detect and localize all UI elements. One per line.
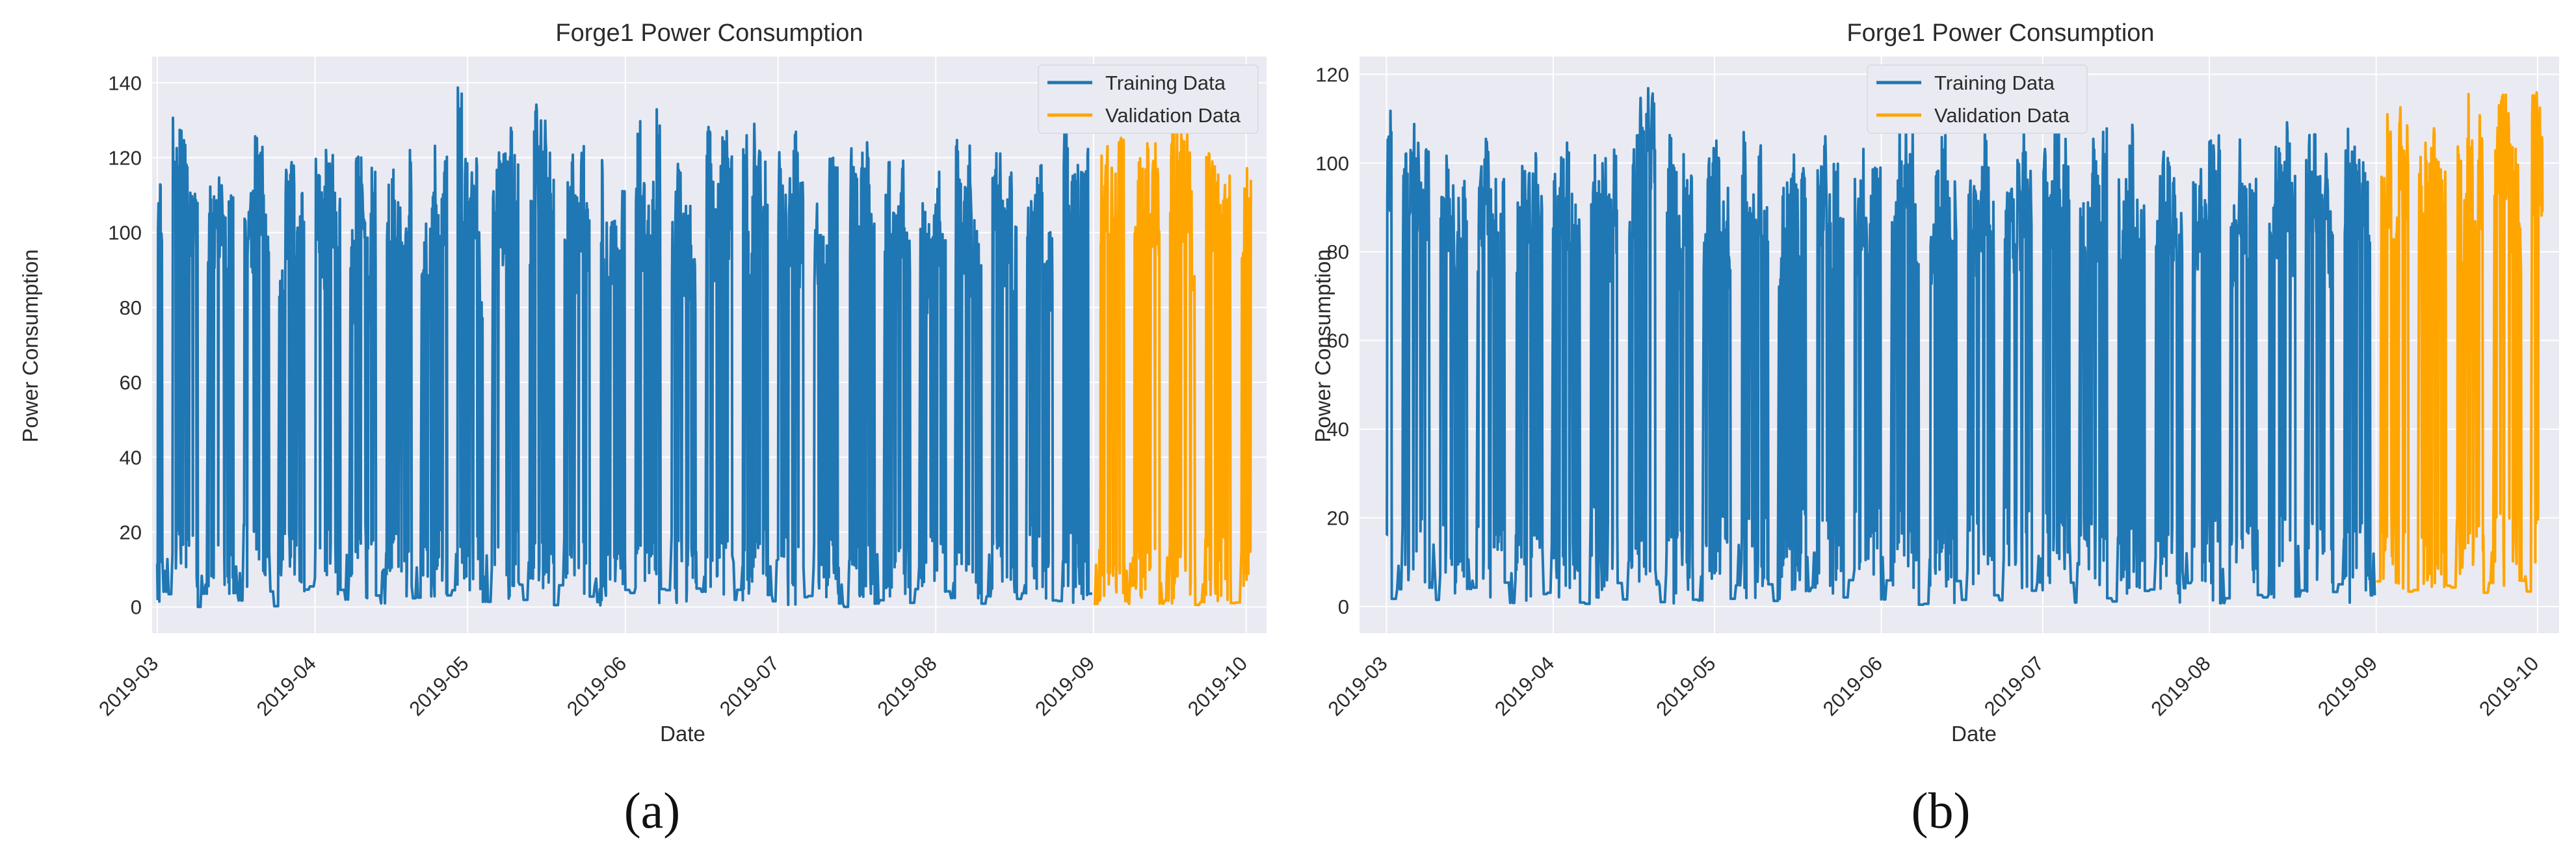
y-tick-label: 20 [1327, 507, 1349, 530]
panel-b-caption: (b) [1912, 782, 1971, 839]
panel-b-validation-series [2376, 91, 2544, 594]
x-tick-label: 2019-07 [1980, 652, 2048, 720]
panel-b-y-ticks: 0 20 40 60 80 100 120 [1315, 63, 1349, 618]
panel-a-legend-training-label: Training Data [1105, 72, 1226, 94]
y-tick-label: 0 [131, 596, 142, 619]
panel-b-legend: Training Data Validation Data [1867, 64, 2088, 134]
panel-a-caption: (a) [624, 782, 681, 839]
panel-b-y-axis-label: Power Consumption [1311, 249, 1335, 442]
y-tick-label: 60 [120, 371, 142, 394]
panel-b-x-ticks: 2019-03 2019-04 2019-05 2019-06 2019-07 2019-… [1324, 652, 2543, 720]
x-tick-label: 2019-09 [1031, 652, 1099, 720]
panel-b-title: Forge1 Power Consumption [1847, 20, 2154, 47]
panel-a-x-ticks: 2019-03 2019-04 2019-05 2019-06 2019-07 2019-… [94, 652, 1252, 720]
y-tick-label: 120 [108, 147, 142, 170]
panel-b-legend-validation-label: Validation Data [1934, 104, 2070, 127]
panel-a: 0 20 40 60 80 100 120 140 2019-03 2019-04 2019-05… [18, 20, 1267, 746]
x-tick-label: 2019-03 [94, 652, 163, 720]
y-tick-label: 100 [1315, 152, 1349, 175]
x-tick-label: 2019-06 [1819, 652, 1887, 720]
panel-b-training-series [1386, 86, 2376, 607]
x-tick-label: 2019-07 [715, 652, 783, 720]
x-tick-label: 2019-03 [1324, 652, 1392, 720]
panel-b-x-axis-label: Date [1951, 722, 1997, 746]
y-tick-label: 0 [1338, 596, 1349, 618]
x-tick-label: 2019-05 [405, 652, 473, 720]
y-tick-label: 80 [1327, 241, 1349, 263]
panel-a-training-series [155, 86, 1092, 609]
panel-a-validation-series [1093, 127, 1252, 607]
x-tick-label: 2019-08 [2146, 652, 2215, 720]
training-data-line [155, 86, 1092, 609]
x-tick-label: 2019-04 [1490, 652, 1558, 720]
panel-a-legend-box [1038, 64, 1259, 134]
panel-a-y-ticks: 0 20 40 60 80 100 120 140 [108, 72, 142, 618]
x-tick-label: 2019-10 [2475, 652, 2543, 720]
x-tick-label: 2019-08 [873, 652, 941, 720]
validation-data-line [2376, 91, 2544, 594]
y-tick-label: 40 [1327, 418, 1349, 441]
panel-a-x-axis-label: Date [660, 722, 705, 746]
y-tick-label: 20 [120, 521, 142, 543]
panel-a-title: Forge1 Power Consumption [555, 20, 863, 47]
panel-b-legend-training-label: Training Data [1934, 72, 2055, 94]
y-tick-label: 80 [120, 296, 142, 319]
y-tick-label: 60 [1327, 330, 1349, 352]
panel-a-legend: Training Data Validation Data [1038, 64, 1259, 134]
x-tick-label: 2019-06 [562, 652, 631, 720]
x-tick-label: 2019-05 [1651, 652, 1720, 720]
y-tick-label: 100 [108, 222, 142, 244]
panel-a-y-axis-label: Power Consumption [18, 249, 42, 442]
x-tick-label: 2019-10 [1183, 652, 1252, 720]
y-tick-label: 120 [1315, 63, 1349, 86]
y-tick-label: 40 [120, 446, 142, 469]
y-tick-label: 140 [108, 72, 142, 94]
validation-data-line [1093, 127, 1252, 607]
panel-b-legend-box [1867, 64, 2088, 134]
training-data-line [1386, 86, 2376, 607]
x-tick-label: 2019-09 [2313, 652, 2382, 720]
x-tick-label: 2019-04 [252, 652, 321, 720]
panel-a-legend-validation-label: Validation Data [1105, 104, 1241, 127]
